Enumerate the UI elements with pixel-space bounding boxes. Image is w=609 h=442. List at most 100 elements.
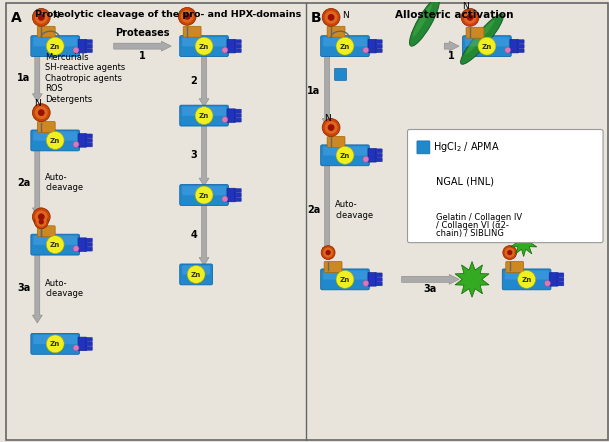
Ellipse shape bbox=[412, 4, 432, 37]
Text: 2a: 2a bbox=[17, 178, 30, 187]
FancyBboxPatch shape bbox=[234, 40, 241, 44]
Circle shape bbox=[325, 11, 337, 24]
FancyBboxPatch shape bbox=[550, 273, 558, 286]
FancyBboxPatch shape bbox=[557, 278, 564, 282]
FancyBboxPatch shape bbox=[375, 273, 382, 277]
FancyBboxPatch shape bbox=[183, 26, 201, 37]
Text: 1a: 1a bbox=[17, 73, 30, 84]
Text: 3a: 3a bbox=[424, 284, 437, 294]
FancyBboxPatch shape bbox=[31, 234, 80, 255]
Circle shape bbox=[181, 10, 194, 23]
Text: NGAL (HNL): NGAL (HNL) bbox=[436, 176, 495, 186]
FancyBboxPatch shape bbox=[375, 158, 382, 162]
Circle shape bbox=[38, 109, 44, 116]
Circle shape bbox=[322, 8, 340, 26]
Circle shape bbox=[518, 271, 535, 288]
Circle shape bbox=[325, 121, 337, 134]
Circle shape bbox=[35, 106, 48, 119]
FancyBboxPatch shape bbox=[227, 39, 236, 53]
Text: 1a: 1a bbox=[307, 86, 320, 96]
Circle shape bbox=[322, 118, 340, 137]
FancyBboxPatch shape bbox=[506, 262, 524, 272]
FancyArrow shape bbox=[199, 125, 209, 186]
Circle shape bbox=[73, 246, 79, 251]
Text: 2a: 2a bbox=[307, 205, 320, 215]
FancyBboxPatch shape bbox=[78, 133, 86, 147]
Circle shape bbox=[34, 215, 48, 229]
FancyBboxPatch shape bbox=[85, 347, 93, 351]
FancyArrow shape bbox=[114, 41, 171, 51]
Circle shape bbox=[32, 208, 50, 226]
Circle shape bbox=[178, 8, 196, 25]
FancyBboxPatch shape bbox=[227, 188, 236, 202]
Text: Zn: Zn bbox=[340, 44, 350, 50]
Circle shape bbox=[46, 131, 64, 149]
FancyArrow shape bbox=[199, 55, 209, 107]
FancyArrow shape bbox=[32, 254, 42, 323]
FancyBboxPatch shape bbox=[323, 271, 367, 280]
FancyBboxPatch shape bbox=[85, 243, 93, 247]
Circle shape bbox=[32, 8, 50, 26]
Circle shape bbox=[222, 196, 228, 202]
FancyBboxPatch shape bbox=[323, 146, 367, 156]
Text: Allosteric activation: Allosteric activation bbox=[395, 11, 513, 20]
FancyArrow shape bbox=[32, 149, 42, 216]
Circle shape bbox=[46, 335, 64, 353]
Text: N: N bbox=[34, 99, 41, 108]
FancyBboxPatch shape bbox=[517, 44, 524, 48]
Circle shape bbox=[222, 47, 228, 53]
FancyBboxPatch shape bbox=[375, 278, 382, 282]
FancyBboxPatch shape bbox=[180, 264, 213, 285]
Circle shape bbox=[478, 37, 496, 55]
Circle shape bbox=[321, 246, 335, 259]
FancyBboxPatch shape bbox=[182, 186, 226, 195]
Text: A: A bbox=[10, 11, 21, 25]
Text: 4: 4 bbox=[191, 230, 197, 240]
FancyBboxPatch shape bbox=[234, 49, 241, 53]
FancyArrow shape bbox=[322, 164, 332, 255]
FancyBboxPatch shape bbox=[466, 27, 484, 38]
FancyBboxPatch shape bbox=[324, 262, 342, 272]
FancyBboxPatch shape bbox=[321, 145, 369, 166]
Text: / Collagen VI (α2-: / Collagen VI (α2- bbox=[436, 221, 509, 230]
FancyBboxPatch shape bbox=[37, 26, 55, 37]
Circle shape bbox=[35, 210, 48, 223]
FancyBboxPatch shape bbox=[368, 149, 376, 162]
Circle shape bbox=[336, 146, 354, 164]
Polygon shape bbox=[510, 229, 537, 256]
Text: 3: 3 bbox=[191, 150, 197, 160]
FancyBboxPatch shape bbox=[375, 40, 382, 44]
FancyBboxPatch shape bbox=[334, 69, 347, 80]
Circle shape bbox=[195, 37, 213, 55]
Circle shape bbox=[46, 37, 64, 55]
Circle shape bbox=[32, 104, 50, 122]
FancyBboxPatch shape bbox=[417, 141, 430, 154]
Polygon shape bbox=[414, 171, 433, 191]
Circle shape bbox=[195, 107, 213, 125]
Text: Auto-
cleavage: Auto- cleavage bbox=[45, 278, 83, 298]
FancyBboxPatch shape bbox=[510, 39, 518, 53]
FancyBboxPatch shape bbox=[5, 4, 608, 440]
FancyBboxPatch shape bbox=[234, 118, 241, 122]
FancyBboxPatch shape bbox=[323, 37, 367, 46]
Circle shape bbox=[463, 11, 476, 24]
Text: Zn: Zn bbox=[199, 44, 209, 50]
Circle shape bbox=[38, 213, 44, 220]
Circle shape bbox=[46, 236, 64, 254]
Circle shape bbox=[73, 345, 79, 351]
Text: Zn: Zn bbox=[50, 242, 60, 248]
Text: Zn: Zn bbox=[199, 113, 209, 119]
FancyBboxPatch shape bbox=[375, 153, 382, 157]
Ellipse shape bbox=[409, 0, 439, 46]
Circle shape bbox=[37, 217, 46, 227]
FancyBboxPatch shape bbox=[37, 122, 55, 133]
FancyBboxPatch shape bbox=[182, 266, 210, 274]
Text: Mercurials
SH-reactive agents
Chaotropic agents
ROS
Detergents: Mercurials SH-reactive agents Chaotropic… bbox=[45, 53, 125, 104]
Circle shape bbox=[363, 280, 369, 286]
FancyBboxPatch shape bbox=[234, 193, 241, 197]
Text: Zn: Zn bbox=[50, 44, 60, 50]
Circle shape bbox=[328, 124, 334, 131]
FancyBboxPatch shape bbox=[85, 238, 93, 242]
FancyBboxPatch shape bbox=[78, 337, 86, 351]
Polygon shape bbox=[455, 262, 489, 297]
